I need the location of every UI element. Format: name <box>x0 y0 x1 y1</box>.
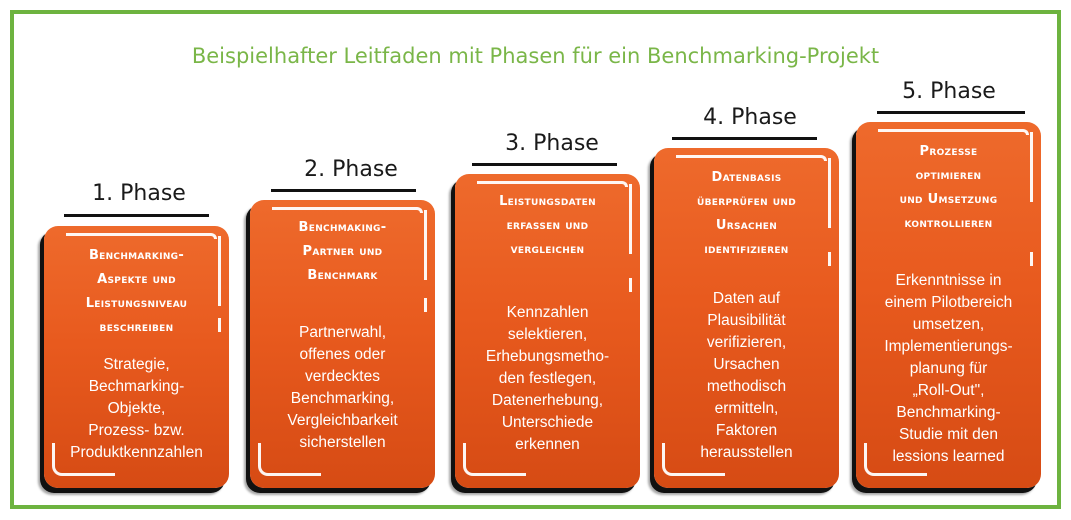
phase-5-underline <box>877 111 1025 114</box>
card-highlight <box>878 129 1029 135</box>
card-highlight <box>52 443 115 476</box>
card-highlight <box>218 236 221 306</box>
card-highlight <box>1030 132 1033 202</box>
card-highlight <box>272 207 423 213</box>
phase-3-card: Leistungsdaten erfassen und vergleichen … <box>455 174 640 488</box>
phase-3-underline <box>472 163 617 166</box>
phase-5-card: Prozesse optimieren und Umsetzung kontro… <box>856 122 1041 488</box>
phase-4-label: 4. Phase <box>703 105 797 130</box>
phase-1-card: Benchmarking- Aspekte und Leistungsnivea… <box>44 226 229 488</box>
card-highlight <box>629 184 632 254</box>
phase-1-body: Strategie, Bechmarking- Objekte, Prozess… <box>70 356 203 461</box>
phase-1-heading: Benchmarking- Aspekte und Leistungsnivea… <box>85 248 188 335</box>
phase-2-underline <box>271 189 416 192</box>
phase-4-card: Datenbasis überprüfen und Ursachen ident… <box>654 148 839 488</box>
card-highlight <box>218 318 221 332</box>
phase-2-label: 2. Phase <box>304 157 398 182</box>
card-highlight <box>477 181 628 187</box>
phase-5-heading: Prozesse optimieren und Umsetzung kontro… <box>899 144 998 231</box>
phase-2-card: Benchmaking- Partner und Benchmark Partn… <box>250 200 435 488</box>
card-highlight <box>864 443 927 476</box>
phase-2-body: Partnerwahl, offenes oder verdecktes Ben… <box>287 324 398 451</box>
diagram-frame: Beispielhafter Leitfaden mit Phasen für … <box>10 10 1061 509</box>
phase-3-body: Kennzahlen selektieren, Erhebungsmetho- … <box>485 304 610 453</box>
phase-5-label: 5. Phase <box>902 79 996 104</box>
card-highlight <box>463 443 526 476</box>
card-highlight <box>424 210 427 280</box>
card-highlight <box>424 298 427 312</box>
phase-4-body: Daten auf Plausibilität verifizieren, Ur… <box>700 290 793 461</box>
phase-2-heading: Benchmaking- Partner und Benchmark <box>298 220 387 283</box>
card-highlight <box>1030 252 1033 266</box>
card-highlight <box>629 278 632 292</box>
card-highlight <box>828 158 831 228</box>
card-highlight <box>676 155 827 161</box>
card-highlight <box>828 252 831 266</box>
card-highlight <box>258 443 321 476</box>
card-highlight <box>662 443 725 476</box>
phase-3-label: 3. Phase <box>505 131 599 156</box>
phase-4-heading: Datenbasis überprüfen und Ursachen ident… <box>697 170 796 257</box>
phase-1-underline <box>64 214 209 217</box>
phase-5-body: Erkenntnisse in einem Pilotbereich umset… <box>884 272 1013 465</box>
phase-3-heading: Leistungsdaten erfassen und vergleichen <box>499 194 596 257</box>
phase-1-label: 1. Phase <box>92 181 186 206</box>
phase-4-underline <box>672 137 817 140</box>
diagram-title: Beispielhafter Leitfaden mit Phasen für … <box>191 44 880 68</box>
card-highlight <box>66 233 217 239</box>
